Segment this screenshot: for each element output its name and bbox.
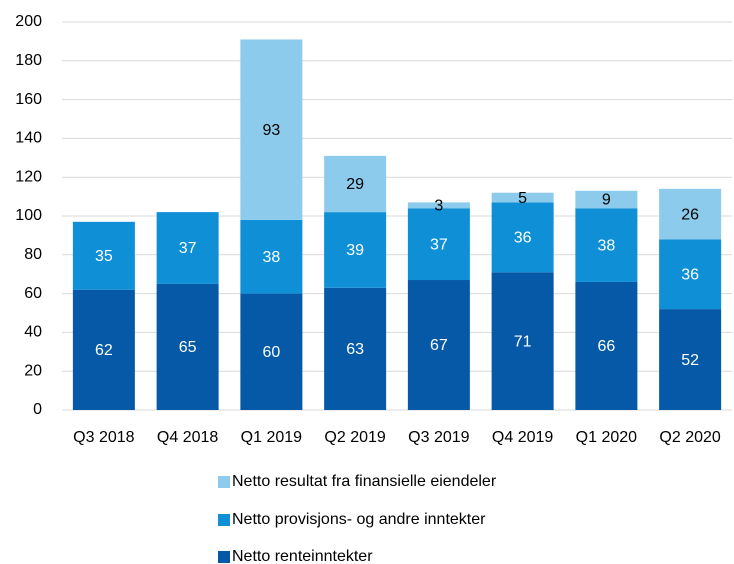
data-label: 65	[179, 339, 197, 356]
data-label: 26	[681, 206, 699, 223]
y-tick-label: 0	[33, 401, 42, 418]
bar-segment	[324, 212, 387, 288]
bar-segment	[407, 208, 470, 281]
data-label: 63	[346, 341, 364, 358]
data-label: 52	[681, 352, 699, 369]
y-tick-label: 140	[15, 130, 42, 147]
bar-segment	[575, 190, 638, 209]
y-tick-label: 20	[24, 362, 42, 379]
y-tick-label: 180	[15, 52, 42, 69]
x-tick-label: Q1 2019	[241, 429, 302, 446]
bar-segment	[659, 188, 722, 240]
bar-segment	[659, 239, 722, 310]
bar-segment	[240, 293, 303, 410]
data-label: 29	[346, 176, 364, 193]
bar-segment	[156, 283, 219, 410]
data-label: 37	[430, 236, 448, 253]
data-label: 35	[95, 248, 113, 265]
bar-segment	[324, 287, 387, 410]
legend-swatch	[218, 476, 230, 488]
bar-segment	[240, 39, 303, 220]
y-tick-label: 200	[15, 13, 42, 30]
data-label: 38	[597, 237, 615, 254]
bar-segment	[324, 155, 387, 213]
bar-segment	[575, 281, 638, 410]
legend-swatch	[218, 551, 230, 563]
data-label: 60	[262, 344, 280, 361]
data-label: 36	[681, 266, 699, 283]
data-label: 39	[346, 242, 364, 259]
x-tick-label: Q2 2020	[659, 429, 720, 446]
data-label: 9	[602, 192, 611, 209]
data-label: 3	[434, 198, 443, 215]
y-tick-label: 80	[24, 246, 42, 263]
y-tick-label: 40	[24, 324, 42, 341]
bar-segment	[156, 212, 219, 284]
x-tick-label: Q4 2018	[157, 429, 218, 446]
x-tick-label: Q1 2020	[576, 429, 637, 446]
data-label: 93	[262, 122, 280, 139]
y-tick-label: 120	[15, 168, 42, 185]
x-tick-label: Q3 2018	[73, 429, 134, 446]
data-label: 37	[179, 240, 197, 257]
data-label: 38	[262, 249, 280, 266]
bar-segment	[491, 192, 554, 203]
bar-segment	[659, 309, 722, 410]
bar-segment	[407, 202, 470, 209]
x-tick-label: Q3 2019	[408, 429, 469, 446]
legend-label: Netto renteinntekter	[232, 548, 373, 564]
data-label: 62	[95, 342, 113, 359]
x-tick-label: Q2 2019	[324, 429, 385, 446]
data-label: 36	[514, 230, 532, 247]
bar-segment	[575, 208, 638, 282]
bar-segment	[407, 280, 470, 410]
legend-label: Netto provisjons- og andre inntekter	[232, 511, 486, 528]
data-label: 71	[514, 333, 532, 350]
legend-swatch	[218, 514, 230, 526]
x-tick-label: Q4 2019	[492, 429, 553, 446]
bar-segment	[491, 202, 554, 273]
bar-segment	[72, 289, 135, 410]
bar-segment	[72, 221, 135, 290]
data-label: 67	[430, 337, 448, 354]
data-label: 5	[518, 190, 527, 207]
bar-segment	[240, 219, 303, 294]
y-tick-label: 100	[15, 207, 42, 224]
bar-segment	[491, 272, 554, 410]
y-tick-label: 160	[15, 91, 42, 108]
data-label: 66	[597, 338, 615, 355]
legend-label: Netto resultat fra finansielle eiendeler	[232, 473, 497, 490]
y-tick-label: 60	[24, 285, 42, 302]
